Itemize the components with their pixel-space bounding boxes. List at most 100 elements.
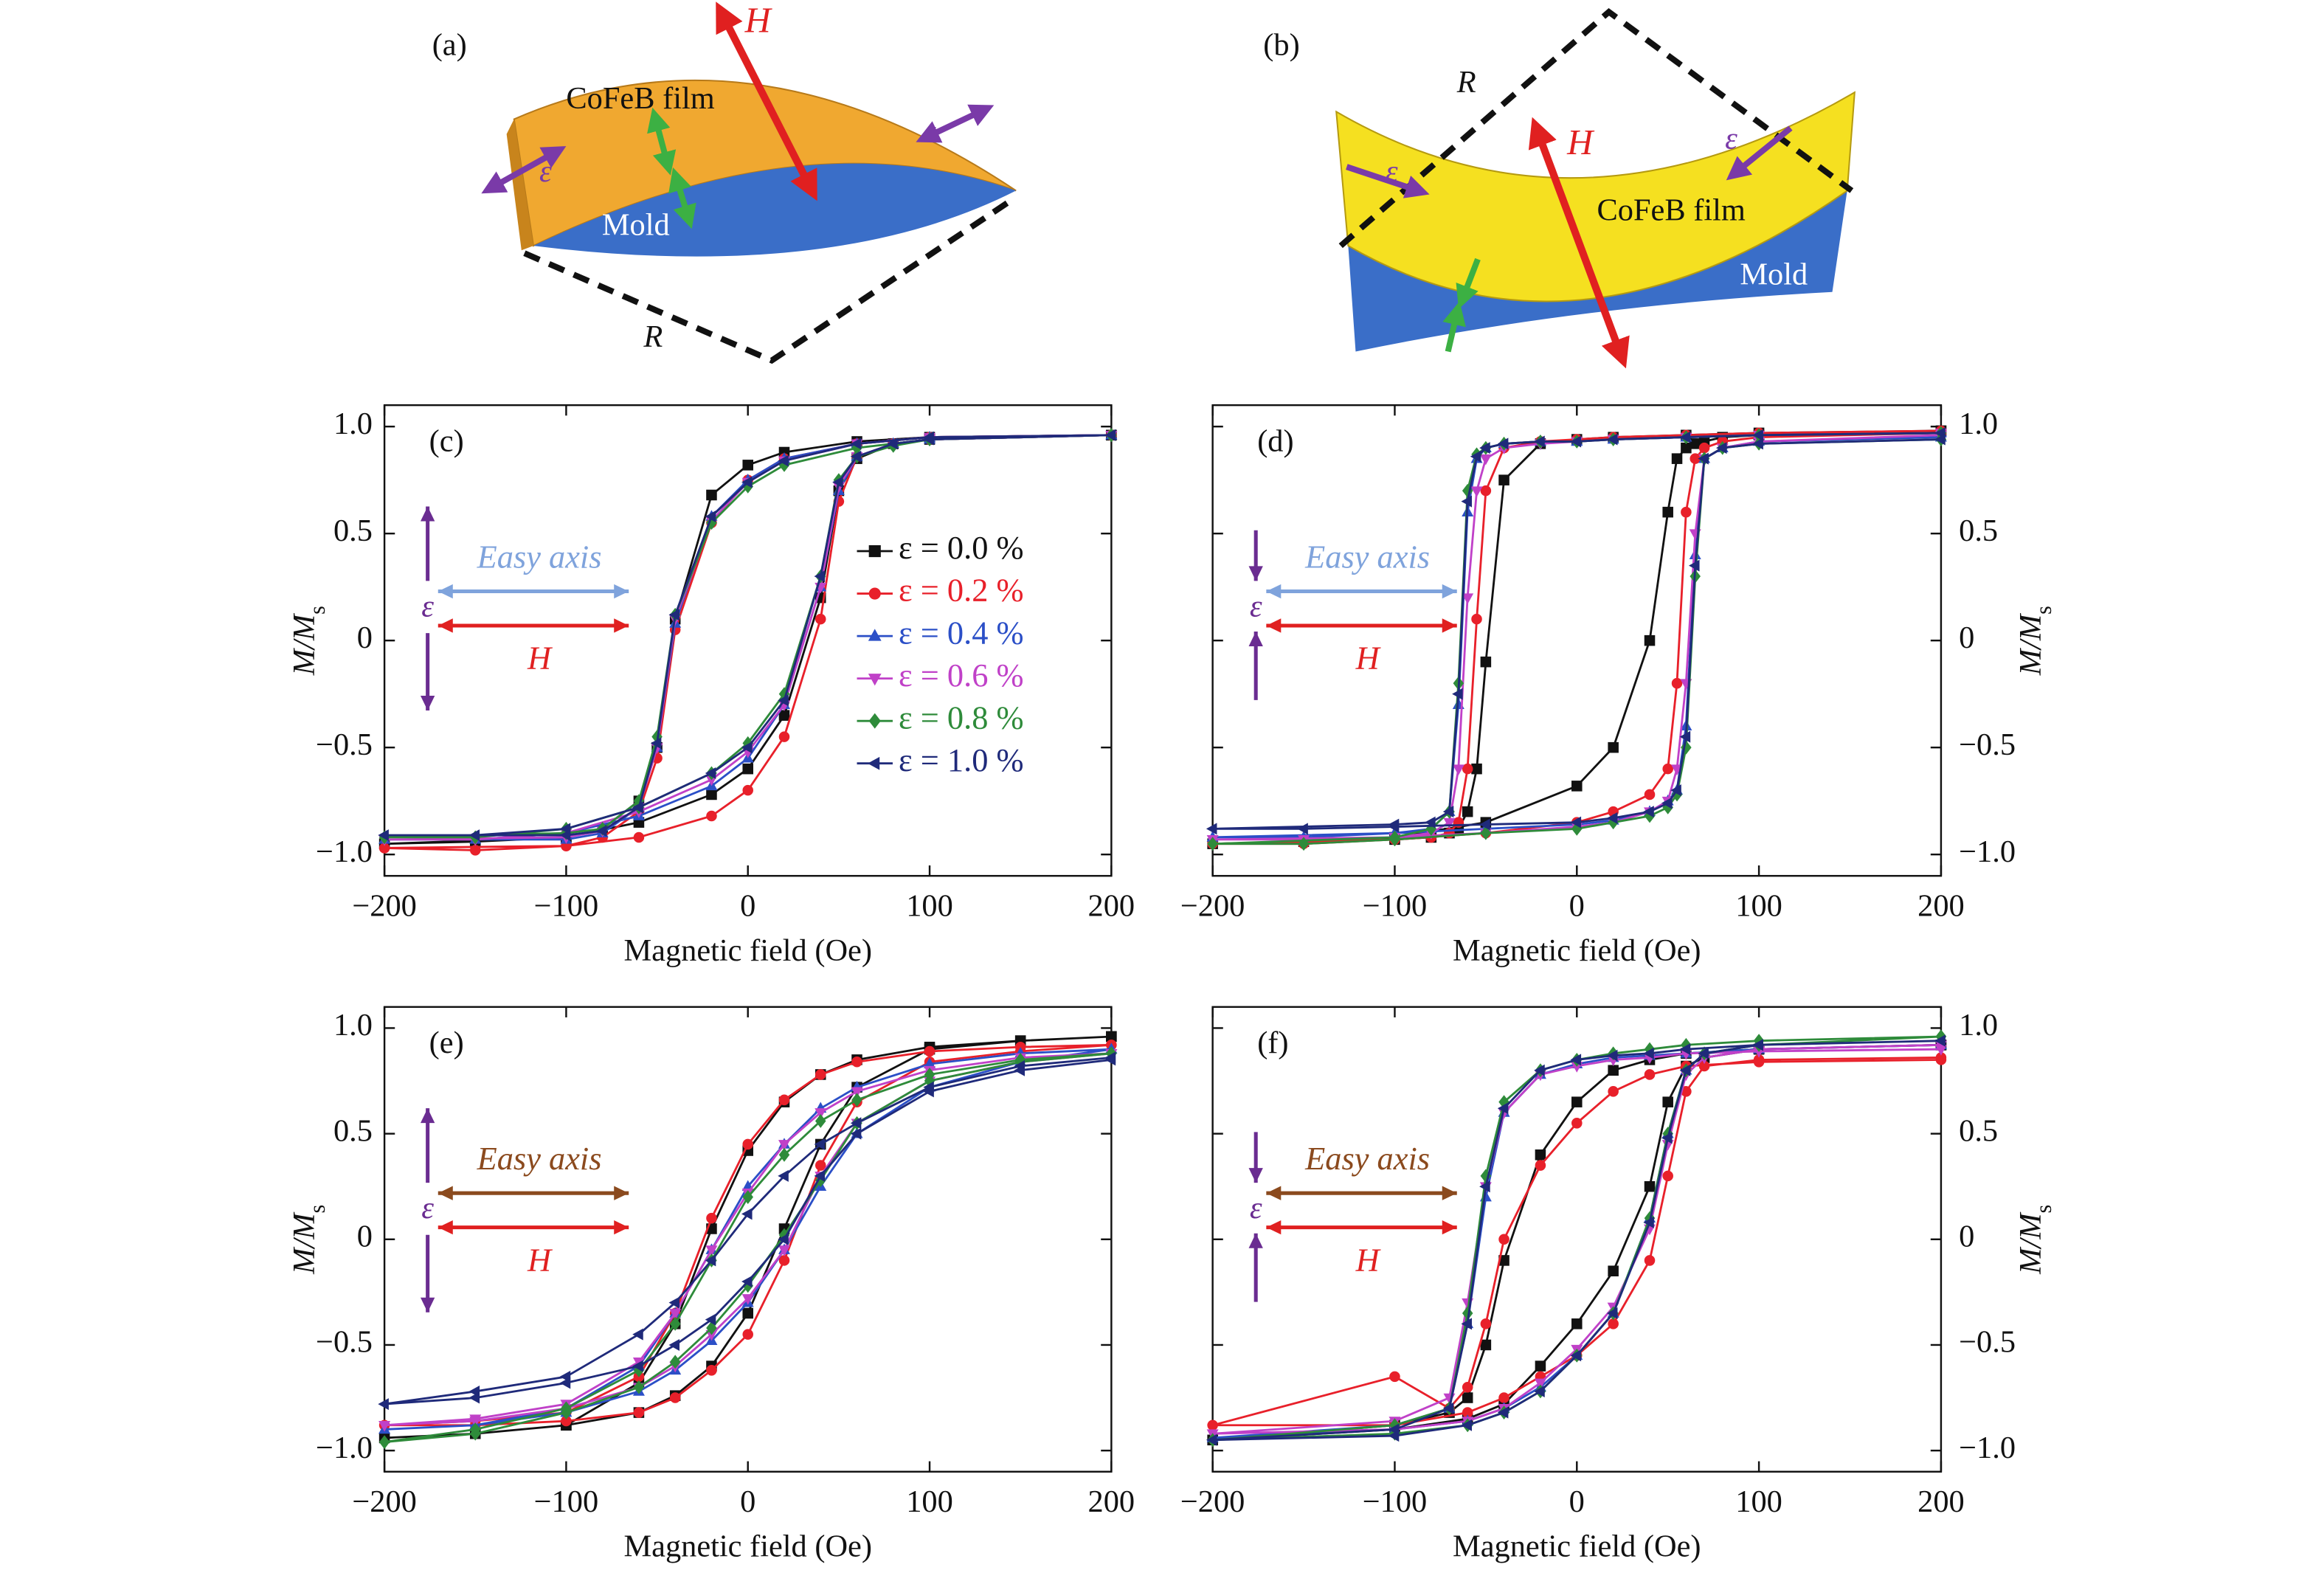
data-point	[1442, 1402, 1454, 1414]
data-point	[595, 825, 607, 837]
field-label: H	[1566, 123, 1595, 162]
data-point	[1698, 1047, 1709, 1059]
y-tick-label: 0.5	[1959, 1113, 1998, 1148]
data-point	[1497, 438, 1509, 450]
strain-arrow-head	[420, 1108, 435, 1124]
data-point	[706, 1321, 717, 1335]
data-point	[1644, 634, 1656, 646]
y-tick-label: −0.5	[1959, 727, 2016, 762]
data-point	[1498, 1392, 1509, 1403]
y-tick-label: 0.5	[333, 1113, 373, 1148]
legend-label: ε = 0.8 %	[899, 699, 1024, 736]
data-point	[1497, 1406, 1509, 1419]
strain-arrow-head	[420, 696, 435, 711]
field-arrow-head	[438, 1220, 453, 1235]
data-point	[1716, 442, 1727, 454]
x-axis-label: Magnetic field (Oe)	[623, 933, 872, 968]
data-point	[1443, 817, 1456, 829]
radius-label: R	[1456, 65, 1476, 100]
data-point	[668, 609, 680, 621]
data-point	[778, 1094, 790, 1106]
data-point	[1661, 797, 1673, 809]
x-tick-label: 200	[1088, 1484, 1135, 1519]
data-point	[814, 1169, 826, 1182]
data-point	[669, 1309, 682, 1320]
field-label: H	[1355, 1241, 1382, 1278]
data-point	[1571, 1096, 1583, 1107]
data-point	[1689, 548, 1701, 559]
data-point	[1752, 429, 1763, 441]
data-point	[1698, 452, 1709, 465]
data-point	[705, 1254, 716, 1267]
data-point	[561, 1415, 572, 1427]
data-point	[850, 450, 862, 463]
data-point	[1571, 1117, 1583, 1129]
data-point	[378, 1398, 389, 1411]
data-point	[1206, 1434, 1217, 1446]
data-point	[742, 1138, 753, 1150]
data-point	[1643, 806, 1654, 818]
data-point	[815, 613, 826, 625]
data-point	[924, 1073, 936, 1088]
data-point	[923, 1085, 934, 1098]
data-point	[1606, 812, 1618, 824]
data-point	[1570, 1349, 1582, 1362]
data-point	[706, 1212, 717, 1224]
panel-label: (b)	[1263, 27, 1299, 62]
data-point	[668, 1338, 680, 1351]
y-tick-label: −1.0	[316, 834, 373, 869]
data-point	[1480, 485, 1492, 497]
data-point	[1479, 1180, 1490, 1193]
x-tick-label: −100	[534, 888, 598, 923]
field-arrow	[1528, 117, 1630, 369]
field-arrow-head	[1266, 1220, 1282, 1235]
data-point	[1462, 1381, 1473, 1393]
strain-label: ε	[539, 154, 552, 189]
x-tick-label: 0	[1569, 888, 1585, 923]
data-point	[669, 1316, 681, 1331]
plot-frame	[383, 1006, 1113, 1473]
field-arrow-head	[438, 618, 453, 633]
data-point	[1480, 656, 1492, 668]
data-point	[741, 1208, 753, 1220]
x-tick-label: 100	[906, 888, 953, 923]
radius-line	[1338, 7, 1854, 249]
data-point	[1480, 1339, 1492, 1351]
data-point	[778, 1245, 790, 1256]
legend-marker	[868, 544, 881, 558]
strain-arrow	[668, 167, 696, 229]
strain-arrow	[647, 107, 677, 176]
strain-arrow	[1726, 125, 1793, 181]
strain-label: ε	[924, 114, 936, 148]
strain-arrow	[1346, 164, 1430, 198]
data-point	[1608, 1318, 1619, 1329]
y-axis-label-sub: s	[2031, 606, 2056, 615]
data-point	[815, 1069, 826, 1080]
strain-arrow	[481, 146, 567, 194]
legend-marker	[868, 674, 882, 686]
mold-label: Mold	[1740, 257, 1808, 291]
data-point	[742, 1307, 753, 1319]
x-tick-label: −100	[1363, 1484, 1427, 1519]
x-axis-label: Magnetic field (Oe)	[1453, 1529, 1701, 1563]
data-point	[1471, 613, 1482, 625]
data-point	[1752, 438, 1763, 450]
data-point	[1608, 1086, 1619, 1097]
x-axis-label: Magnetic field (Oe)	[1453, 933, 1701, 968]
field-label: H	[527, 1241, 553, 1278]
data-point	[815, 1108, 827, 1119]
y-tick-label: 0	[1959, 1220, 1974, 1254]
data-point	[1207, 837, 1218, 851]
data-point	[1470, 450, 1481, 463]
easy-axis-arrow-head	[1442, 584, 1457, 599]
x-tick-label: −100	[534, 1484, 598, 1519]
y-tick-label: −0.5	[316, 1325, 373, 1360]
y-tick-label: 0	[1959, 620, 1974, 655]
x-tick-label: 100	[1735, 1484, 1782, 1519]
data-point	[778, 1169, 789, 1182]
series-line	[384, 1052, 1112, 1427]
data-point	[1297, 823, 1308, 835]
data-point	[705, 510, 716, 522]
x-tick-label: 100	[1735, 888, 1782, 923]
panel-label: (a)	[432, 27, 467, 62]
